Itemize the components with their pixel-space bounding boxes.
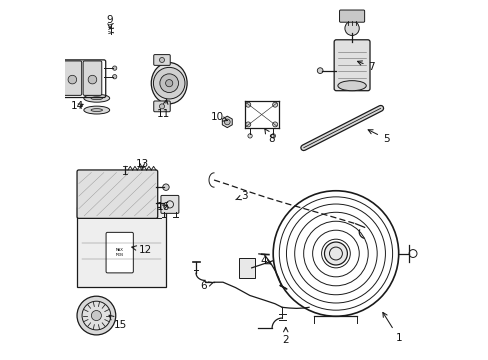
Circle shape [160,74,178,93]
Circle shape [77,296,116,335]
Ellipse shape [91,109,102,112]
Circle shape [112,75,117,79]
Circle shape [165,80,172,87]
FancyBboxPatch shape [77,170,158,219]
Circle shape [163,200,169,206]
Text: 9: 9 [106,15,113,28]
FancyBboxPatch shape [161,195,179,213]
Circle shape [245,102,250,107]
FancyBboxPatch shape [77,207,166,287]
Ellipse shape [91,97,102,100]
FancyBboxPatch shape [98,201,121,211]
Text: 13: 13 [135,159,149,169]
Text: 4: 4 [261,256,270,266]
Circle shape [153,67,184,99]
Ellipse shape [337,81,366,91]
Circle shape [159,58,164,63]
FancyBboxPatch shape [153,101,170,112]
Text: MAX
MIN: MAX MIN [116,248,123,257]
Circle shape [324,242,346,265]
FancyBboxPatch shape [83,61,102,95]
Circle shape [245,122,250,127]
Circle shape [68,75,77,84]
Polygon shape [222,116,232,128]
Circle shape [317,68,323,73]
Circle shape [82,301,110,330]
FancyBboxPatch shape [106,232,133,273]
Circle shape [91,311,101,320]
Circle shape [344,21,359,36]
Text: 16: 16 [157,202,170,212]
Text: 7: 7 [357,61,374,72]
FancyBboxPatch shape [339,10,364,22]
Circle shape [272,122,277,127]
Circle shape [112,66,117,70]
Circle shape [247,134,252,138]
Ellipse shape [83,106,109,114]
Text: 6: 6 [200,281,212,291]
FancyBboxPatch shape [153,55,170,66]
FancyBboxPatch shape [238,258,254,278]
Text: 2: 2 [282,327,288,345]
Text: 11: 11 [157,100,170,119]
Circle shape [163,184,169,190]
FancyBboxPatch shape [63,61,81,95]
Circle shape [224,119,230,125]
Ellipse shape [83,94,109,102]
Circle shape [88,75,97,84]
Circle shape [272,102,277,107]
Circle shape [271,134,275,138]
Text: 1: 1 [382,312,401,343]
Text: 12: 12 [132,245,152,255]
Text: 5: 5 [367,130,388,144]
Ellipse shape [151,63,187,104]
Text: 8: 8 [264,129,274,144]
FancyBboxPatch shape [333,40,369,91]
Text: 15: 15 [109,315,127,330]
Text: 3: 3 [235,191,247,201]
Circle shape [159,104,164,109]
Text: 10: 10 [211,112,227,122]
Text: 14: 14 [71,102,84,112]
